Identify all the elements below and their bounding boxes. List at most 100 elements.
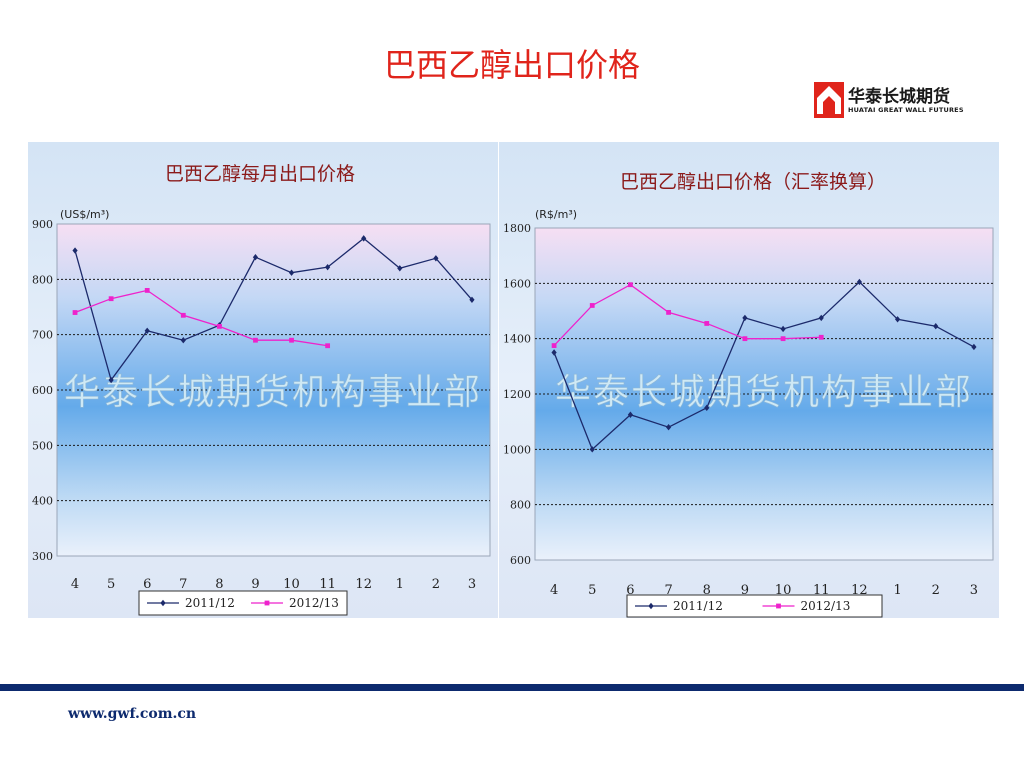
- x-tick-label: 3: [468, 577, 476, 592]
- chart-usd: 巴西乙醇每月出口价格 (US$/m³) 300 400 500 600 700 800 900 华…: [28, 142, 498, 618]
- y-tick-label: 900: [32, 218, 53, 231]
- data-point: [180, 312, 186, 318]
- legend-label: 2011/12: [673, 599, 723, 613]
- legend-label: 2012/13: [289, 596, 339, 610]
- y-tick-label: 600: [510, 554, 531, 567]
- y-tick-label: 1400: [503, 333, 531, 346]
- watermark-text: 华泰长城期货机构事业部: [64, 372, 482, 413]
- legend-marker: [648, 602, 654, 610]
- series-line-2012-13: [553, 283, 822, 347]
- data-point: [628, 282, 633, 288]
- x-tick-label: 3: [970, 583, 978, 598]
- y-axis-unit-label: (R$/m³): [535, 208, 577, 221]
- x-tick-label: 2: [932, 583, 940, 598]
- data-point: [433, 255, 439, 262]
- data-point: [589, 446, 595, 453]
- y-tick-label: 800: [32, 273, 53, 286]
- series-line-2012-13: [74, 289, 328, 347]
- data-point: [818, 334, 824, 340]
- data-point: [108, 376, 114, 384]
- data-point: [818, 314, 824, 322]
- chart-title: 巴西乙醇每月出口价格: [165, 163, 355, 185]
- data-point: [780, 336, 786, 342]
- x-tick-label: 6: [626, 583, 634, 598]
- y-tick-label: 400: [32, 495, 53, 508]
- y-tick-label: 1000: [503, 443, 531, 456]
- legend-marker: [264, 600, 270, 606]
- x-tick-label: 10: [283, 577, 300, 592]
- x-tick-label: 12: [851, 583, 868, 598]
- x-tick-label: 2: [432, 577, 440, 592]
- legend-marker: [776, 603, 781, 609]
- data-point: [216, 323, 222, 329]
- data-point: [780, 325, 786, 333]
- chart-panel-left: 巴西乙醇每月出口价格 (US$/m³) 300 400 500 600 700 800 900 华…: [28, 142, 498, 618]
- data-point: [72, 310, 78, 315]
- data-point: [72, 247, 78, 254]
- data-point: [144, 288, 150, 293]
- series-line-2011-12: [74, 237, 473, 382]
- data-point: [325, 343, 331, 349]
- x-tick-label: 4: [71, 577, 79, 592]
- y-axis-unit-label: (US$/m³): [60, 208, 109, 221]
- legend-marker: [160, 599, 166, 607]
- legend-box: [626, 594, 883, 618]
- y-tick-label: 600: [32, 384, 53, 397]
- footer-url[interactable]: www.gwf.com.cn: [68, 706, 197, 722]
- y-tick-label: 1600: [503, 277, 531, 290]
- data-point: [704, 321, 710, 326]
- logo-mark-icon: [814, 82, 844, 118]
- data-point: [289, 337, 294, 343]
- x-tick-label: 5: [107, 577, 115, 592]
- chart-panel-right: 巴西乙醇出口价格（汇率换算） (R$/m³) 600 800 1000 1200 1400 1…: [499, 142, 999, 618]
- x-tick-label: 1: [893, 583, 901, 598]
- x-tick-label: 11: [813, 583, 830, 598]
- data-point: [397, 265, 403, 272]
- chart-brl: 巴西乙醇出口价格（汇率换算） (R$/m³) 600 800 1000 1200 1400 1…: [499, 142, 999, 618]
- chart-title: 巴西乙醇出口价格（汇率换算）: [620, 171, 886, 193]
- data-point: [108, 296, 114, 302]
- x-tick-label: 4: [550, 583, 558, 598]
- y-tick-label: 700: [32, 329, 53, 342]
- data-point: [971, 343, 977, 351]
- x-tick-label: 10: [775, 583, 792, 598]
- data-point: [742, 336, 748, 342]
- data-point: [551, 343, 557, 348]
- y-tick-label: 800: [510, 499, 531, 512]
- data-point: [325, 263, 331, 271]
- data-point: [704, 404, 710, 412]
- x-tick-label: 7: [664, 583, 672, 598]
- company-logo: 华泰长城期货 HUATAI GREAT WALL FUTURES: [814, 80, 984, 120]
- x-tick-label: 6: [143, 577, 151, 592]
- x-tick-label: 8: [215, 577, 223, 592]
- x-tick-label: 9: [741, 583, 749, 598]
- legend-label: 2011/12: [185, 596, 235, 610]
- y-tick-label: 1200: [503, 388, 531, 401]
- data-point: [666, 309, 671, 315]
- data-point: [589, 303, 595, 308]
- x-tick-label: 8: [703, 583, 711, 598]
- slide-title: 巴西乙醇出口价格: [383, 46, 640, 84]
- logo-name: 华泰长城期货: [848, 87, 950, 107]
- x-tick-label: 11: [319, 577, 336, 592]
- data-point: [180, 337, 186, 344]
- y-tick-label: 1800: [503, 222, 531, 235]
- x-tick-label: 1: [396, 577, 404, 592]
- x-tick-label: 12: [355, 577, 372, 592]
- y-tick-label: 300: [32, 550, 53, 563]
- x-tick-label: 5: [588, 583, 596, 598]
- series-line-2011-12: [553, 281, 975, 451]
- watermark-text: 华泰长城期货机构事业部: [555, 372, 973, 413]
- legend-label: 2012/13: [801, 599, 851, 613]
- x-tick-label: 7: [179, 577, 187, 592]
- data-point: [144, 327, 150, 334]
- data-point: [933, 323, 939, 330]
- data-point: [361, 235, 367, 242]
- data-point: [252, 254, 259, 261]
- y-tick-label: 500: [32, 439, 53, 452]
- data-point: [856, 278, 863, 286]
- logo-sub: HUATAI GREAT WALL FUTURES: [848, 106, 964, 114]
- data-point: [253, 337, 258, 343]
- data-point: [894, 316, 901, 323]
- footer-bar: [0, 684, 1024, 691]
